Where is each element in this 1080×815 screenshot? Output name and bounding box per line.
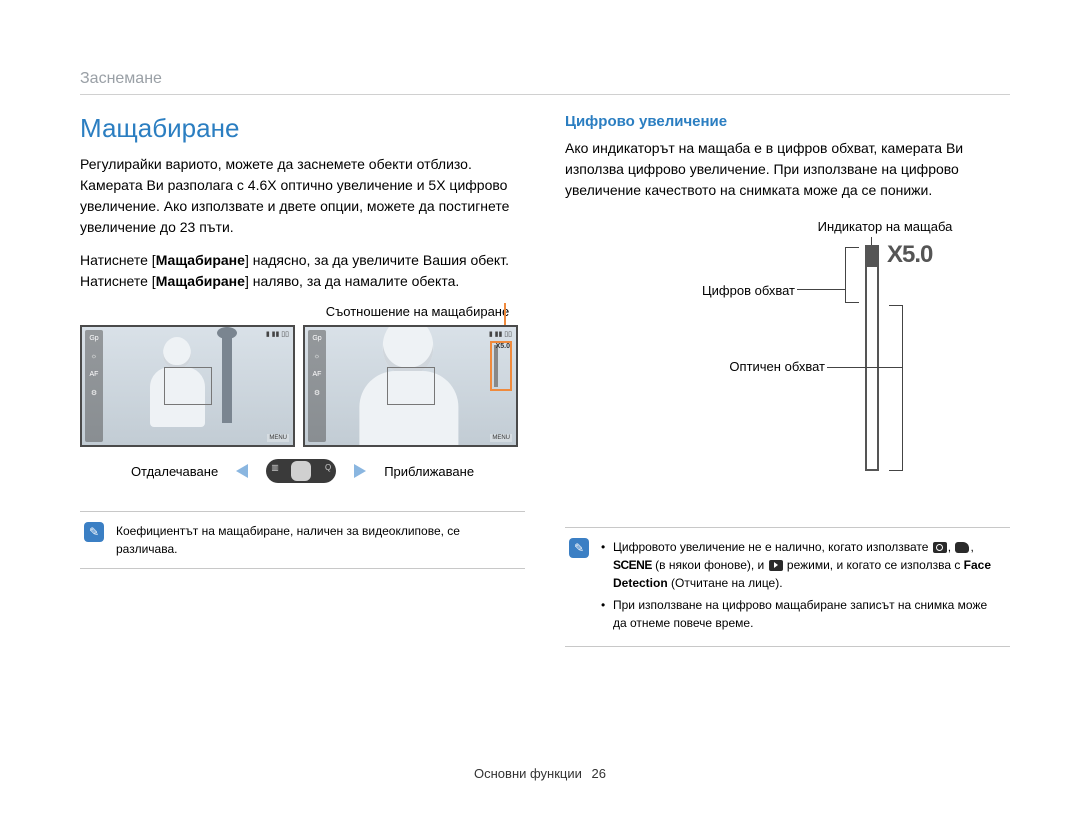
zoom-in-label: Приближаване (384, 464, 474, 479)
screen-status-icons: ▮ ▮▮ ▯▯ (266, 330, 289, 338)
page-footer: Основни функции 26 (0, 766, 1080, 781)
note-text: Коефициентът на мащабиране, наличен за в… (116, 524, 460, 556)
leader-line (871, 237, 872, 245)
bracket-digital (845, 247, 859, 303)
instruction-paragraph: Натиснете [Мащабиране] надясно, за да ув… (80, 250, 525, 292)
zoom-out-label: Отдалечаване (131, 464, 218, 479)
intro-paragraph: Регулирайки вариото, можете да заснемете… (80, 154, 525, 238)
screen-sidebar-icons (85, 330, 103, 442)
zoom-word: Мащабиране (156, 273, 245, 289)
camera-screens: ▮ ▮▮ ▯▯ MENU ▮ ▮▮ ▯▯ X5.0 MENU (80, 325, 525, 447)
screen-wide: ▮ ▮▮ ▯▯ MENU (80, 325, 295, 447)
bracket-optical (889, 305, 903, 471)
digital-zoom-paragraph: Ако индикаторът на мащаба е в цифров обх… (565, 138, 1010, 201)
text: Цифровото увеличение не е налично, когат… (613, 540, 932, 554)
text: ] наляво, за да намалите обекта. (245, 273, 459, 289)
zoom-x5-label: X5.0 (887, 241, 932, 269)
screen-sidebar-icons (308, 330, 326, 442)
text: (в някои фонове), и (652, 558, 768, 572)
subject-figure (345, 325, 471, 447)
digital-zoom-heading: Цифрово увеличение (565, 113, 1010, 130)
text: Натиснете [ (80, 252, 156, 268)
page-title: Мащабиране (80, 113, 525, 144)
text: (Отчитане на лице). (668, 576, 783, 590)
text: режими, и когато се използва с (784, 558, 964, 572)
leader-digital (797, 289, 845, 290)
video-mode-icon (769, 560, 783, 571)
zoom-x-label: X5.0 (496, 343, 510, 350)
footer-section: Основни функции (474, 766, 582, 781)
optical-range-label: Оптичен обхват (715, 359, 825, 374)
breadcrumb: Заснемане (80, 70, 1010, 95)
rocker-tele-icon: Q (325, 463, 331, 472)
right-column: Цифрово увеличение Ако индикаторът на ма… (565, 113, 1010, 647)
hand-mode-icon (955, 542, 969, 553)
lamp-post (222, 333, 232, 423)
arrow-right-icon (354, 464, 366, 478)
camera-mode-icon (933, 542, 947, 553)
zoom-bar (865, 245, 879, 471)
subject-figure (142, 337, 212, 437)
indicator-label: Индикатор на мащаба (795, 219, 975, 234)
leader-optical (827, 367, 903, 368)
note-icon: ✎ (569, 538, 589, 558)
page-number: 26 (592, 766, 606, 781)
scene-word: SCENE (613, 558, 652, 572)
screen-menu-label: MENU (490, 434, 512, 442)
arrow-left-icon (236, 464, 248, 478)
digital-range-label: Цифров обхват (685, 283, 795, 298)
note-box-right: ✎ Цифровото увеличение не е налично, ког… (565, 527, 1010, 647)
screen-status-icons: ▮ ▮▮ ▯▯ (489, 330, 512, 338)
ratio-label: Съотношение на мащабиране (310, 304, 525, 319)
zoom-rocker-icon: ▥ Q (266, 459, 336, 483)
zoom-indicator-diagram: Индикатор на мащаба X5.0 Цифров обхват О… (565, 219, 1010, 499)
note-item: Цифровото увеличение не е налично, когат… (601, 538, 1004, 592)
note-item: При използване на цифрово мащабиране зап… (601, 596, 1004, 632)
left-column: Мащабиране Регулирайки вариото, можете д… (80, 113, 525, 647)
note-box-left: ✎ Коефициентът на мащабиране, наличен за… (80, 511, 525, 569)
rocker-wide-icon: ▥ (271, 463, 279, 472)
screen-menu-label: MENU (267, 434, 289, 442)
zoom-word: Мащабиране (156, 252, 245, 268)
zoom-indicator-highlight: X5.0 (490, 341, 512, 391)
zoom-controls-row: Отдалечаване ▥ Q Приближаване (80, 459, 525, 483)
screen-zoomed: ▮ ▮▮ ▯▯ X5.0 MENU (303, 325, 518, 447)
note-icon: ✎ (84, 522, 104, 542)
